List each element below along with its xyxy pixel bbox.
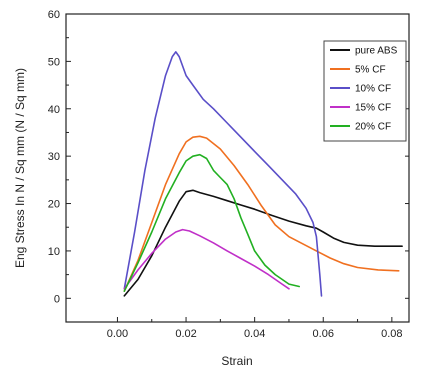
x-tick-label: 0.08 [381,328,402,340]
y-axis-label: Eng Stress In N / Sq mm (N / Sq mm) [13,68,27,268]
legend-label: 15% CF [355,103,391,114]
legend-box [323,40,407,142]
series-line-0 [123,189,403,297]
legend-label: pure ABS [355,46,398,57]
y-tick-label: 50 [48,56,60,68]
legend-label: 10% CF [355,84,391,95]
series-line-3 [123,228,290,290]
series-line-4 [123,153,301,293]
x-tick-label: 0.06 [313,328,334,340]
legend-label: 20% CF [355,122,391,133]
series-line-1 [123,135,400,293]
legend-label: 5% CF [355,65,386,76]
y-tick-label: 60 [48,9,60,21]
x-tick-label: 0.02 [175,328,196,340]
x-tick-label: 0.04 [244,328,265,340]
series-layer [123,51,403,297]
y-tick-label: 30 [48,151,60,163]
x-tick-label: 0.00 [107,328,128,340]
y-tick-label: 40 [48,104,60,116]
axes-layer: 0.00 0.02 0.04 0.06 0.08 0 10 20 30 40 50 60 [48,9,409,340]
y-tick-label: 20 [48,199,60,211]
x-axis-label: Strain [221,354,252,368]
y-tick-label: 10 [48,246,60,258]
y-tick-label: 0 [54,293,60,305]
legend: pure ABS 5% CF 10% CF 15% CF 20% CF [323,40,407,142]
series-line-2 [123,51,323,297]
